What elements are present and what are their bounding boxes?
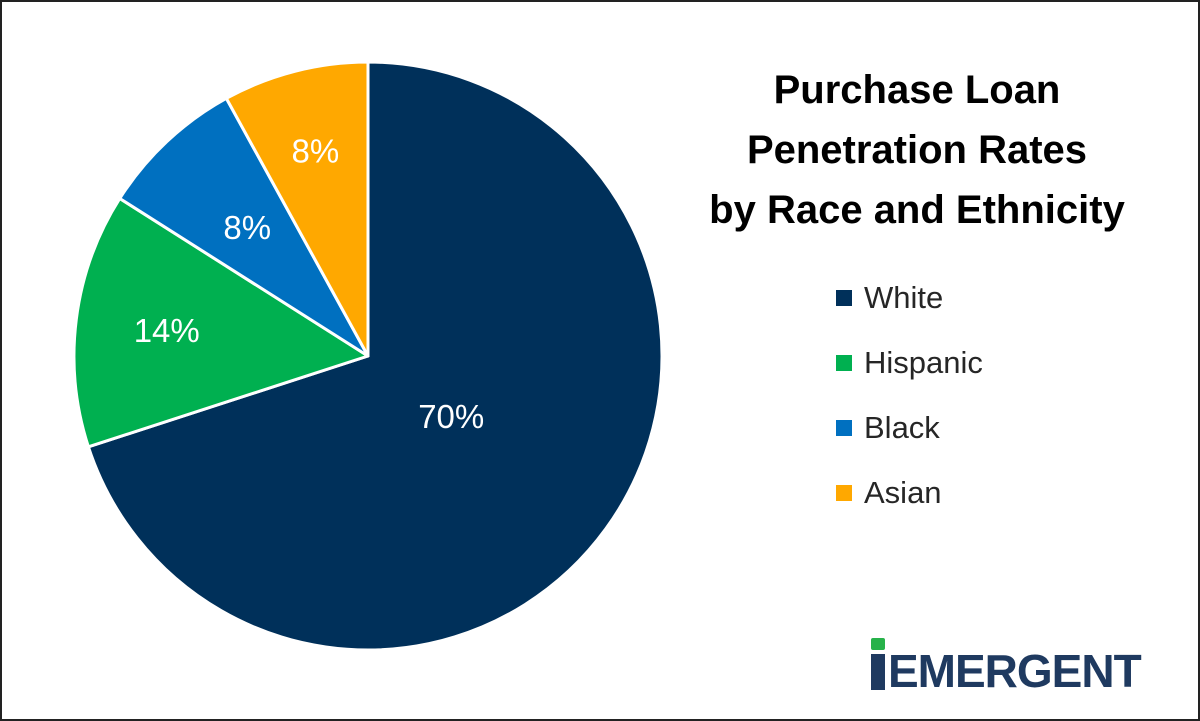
legend-item-black: Black [836, 408, 940, 448]
chart-title-line-1: Purchase Loan [773, 68, 1061, 112]
legend-item-hispanic: Hispanic [836, 343, 983, 383]
chart-title: Purchase Loan Penetration Rates by Race … [642, 60, 1192, 240]
logo-green-dot [871, 638, 885, 650]
data-label-white: 70% [418, 398, 484, 435]
pie-slice-asian [224, 60, 370, 358]
legend-label-white: White [864, 280, 944, 315]
chart-title-line-2: Penetration Rates [746, 128, 1088, 172]
legend-swatch-white [836, 290, 852, 306]
data-label-asian: 8% [292, 132, 340, 169]
iemergent-logo: EMERGENT [870, 638, 1142, 697]
logo-letter-i [870, 638, 886, 694]
legend-swatch-black [836, 420, 852, 436]
pie-slice-white [86, 60, 664, 652]
pie-slice-hispanic [72, 196, 370, 449]
legend-swatch-asian [836, 485, 852, 501]
logo-wordmark: EMERGENT [888, 645, 1142, 697]
pie-slice-black [118, 96, 370, 358]
legend-label-asian: Asian [864, 475, 942, 510]
legend-item-asian: Asian [836, 473, 942, 513]
chart-title-line-3: by Race and Ethnicity [709, 188, 1125, 232]
logo-i-stem [871, 654, 885, 690]
legend-label-hispanic: Hispanic [864, 345, 983, 380]
legend-swatch-hispanic [836, 355, 852, 371]
data-label-hispanic: 14% [134, 312, 200, 349]
legend-label-black: Black [864, 410, 940, 445]
legend-item-white: White [836, 278, 943, 318]
data-label-black: 8% [223, 209, 271, 246]
